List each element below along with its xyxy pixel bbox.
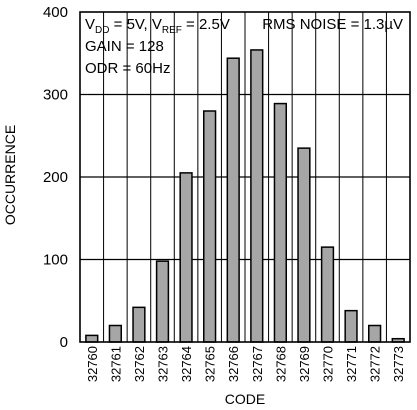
x-tick-label: 32769 (297, 346, 312, 382)
bar-32767 (250, 49, 264, 343)
x-tick-label: 32773 (391, 346, 406, 382)
bar-32762 (132, 306, 146, 343)
y-axis-title: OCCURRENCE (2, 125, 18, 225)
y-tick-label: 400 (43, 4, 68, 21)
bar-series (85, 49, 405, 343)
bar-32761 (108, 324, 123, 343)
x-axis-title: CODE (225, 391, 265, 407)
annotation-gain: GAIN = 128 (85, 38, 164, 55)
bar-32770 (320, 246, 335, 343)
y-tick-label: 100 (43, 252, 68, 269)
x-tick-label: 32768 (273, 346, 288, 382)
x-tick-labels: 32760 32761 32762 32763 32764 32765 32766 32767… (85, 346, 406, 382)
x-tick-label: 32761 (108, 346, 123, 382)
bar-32763 (155, 260, 170, 343)
bar-32760 (85, 334, 99, 343)
bar-32765 (203, 110, 217, 343)
y-tick-labels: 0 100 200 300 400 (43, 4, 68, 351)
annotation-noise: RMS NOISE = 1.3µV (262, 16, 403, 33)
x-tick-label: 32765 (203, 346, 218, 382)
x-tick-label: 32763 (156, 346, 171, 382)
bar-32768 (273, 102, 288, 343)
bar-32772 (368, 324, 382, 343)
grid-lines (80, 12, 410, 342)
annotation-supply: VDD = 5V, VREF = 2.5V (85, 16, 230, 36)
bar-32766 (226, 57, 240, 343)
x-tick-label: 32764 (179, 346, 194, 382)
x-tick-label: 32771 (344, 346, 359, 382)
y-tick-label: 300 (43, 87, 68, 104)
annotation-odr: ODR = 60Hz (85, 60, 170, 77)
bar-32769 (297, 147, 311, 343)
x-tick-label: 32767 (250, 346, 265, 382)
bar-32771 (344, 309, 358, 343)
x-tick-label: 32772 (368, 346, 383, 382)
bar-32764 (179, 172, 193, 343)
x-tick-label: 32766 (226, 346, 241, 382)
plot-frame (79, 11, 411, 343)
y-tick-label: 0 (60, 334, 68, 351)
x-tick-label: 32770 (321, 346, 336, 382)
x-tick-label: 32762 (132, 346, 147, 382)
y-tick-label: 200 (43, 169, 68, 186)
x-tick-label: 32760 (85, 346, 100, 382)
